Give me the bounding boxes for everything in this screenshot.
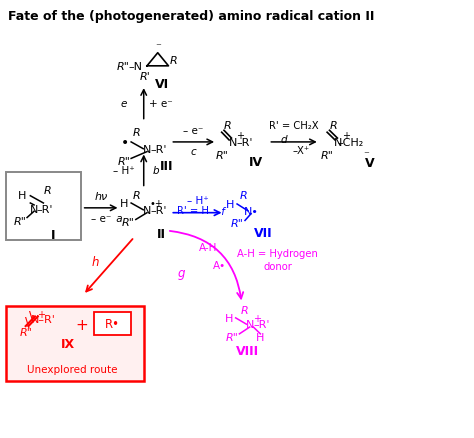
Text: N: N: [30, 205, 38, 214]
Text: R": R": [19, 328, 32, 338]
Text: – H⁺: – H⁺: [113, 166, 135, 176]
Text: IX: IX: [61, 337, 75, 350]
Text: N: N: [228, 138, 237, 148]
Text: ⁻: ⁻: [155, 42, 161, 52]
Text: H: H: [119, 198, 128, 208]
Text: – e⁻: – e⁻: [91, 214, 111, 224]
Text: +: +: [237, 131, 244, 141]
Text: + e⁻: + e⁻: [149, 99, 173, 109]
Text: R•: R•: [105, 317, 120, 330]
Text: R: R: [133, 191, 141, 201]
Text: –R': –R': [36, 205, 53, 214]
Text: donor: donor: [263, 261, 292, 272]
Text: R: R: [43, 186, 51, 196]
Text: R: R: [224, 121, 232, 131]
Text: f: f: [218, 207, 225, 217]
Text: N: N: [143, 205, 151, 215]
Text: N–R': N–R': [31, 314, 56, 325]
FancyBboxPatch shape: [6, 173, 81, 241]
Text: R": R": [117, 157, 130, 167]
Text: –N: –N: [129, 62, 143, 72]
Text: R: R: [239, 191, 247, 201]
Text: R: R: [169, 55, 177, 65]
Text: N: N: [143, 145, 151, 154]
Text: ⁻: ⁻: [364, 150, 369, 160]
Text: VI: VI: [155, 78, 170, 91]
Text: R": R": [215, 150, 228, 160]
Text: h: h: [92, 255, 100, 268]
Text: H: H: [256, 332, 264, 343]
Text: R": R": [116, 62, 129, 72]
Text: N: N: [334, 138, 343, 148]
Text: +: +: [37, 310, 45, 320]
Text: R': R': [140, 71, 151, 81]
Text: Unexplored route: Unexplored route: [27, 364, 118, 374]
Text: +: +: [253, 313, 261, 323]
Text: –R': –R': [237, 138, 253, 148]
Text: R": R": [14, 216, 27, 226]
Text: N: N: [246, 319, 254, 329]
Text: c: c: [191, 146, 197, 156]
Text: R": R": [122, 218, 135, 228]
Text: –R': –R': [151, 205, 167, 215]
Text: VIII: VIII: [236, 344, 259, 357]
Text: •+: •+: [149, 198, 163, 208]
Text: a: a: [113, 214, 123, 224]
FancyBboxPatch shape: [6, 306, 144, 381]
Text: II: II: [156, 227, 165, 240]
Text: d: d: [281, 134, 287, 144]
Text: –CH₂: –CH₂: [337, 138, 364, 148]
FancyBboxPatch shape: [94, 312, 131, 335]
Text: H: H: [18, 191, 27, 201]
Text: H: H: [226, 199, 234, 209]
Text: IV: IV: [249, 155, 263, 169]
Text: V: V: [365, 157, 375, 170]
Text: – e⁻: – e⁻: [183, 126, 204, 136]
Text: R' = CH₂X: R' = CH₂X: [269, 121, 319, 131]
Text: +: +: [342, 131, 350, 141]
Text: R: R: [241, 305, 249, 315]
Text: H: H: [225, 313, 233, 323]
Text: \: \: [25, 314, 29, 328]
Text: R": R": [231, 219, 244, 229]
Text: I: I: [50, 228, 55, 241]
Text: •: •: [121, 136, 129, 150]
Text: b: b: [153, 166, 160, 176]
Text: III: III: [160, 159, 174, 172]
Text: \: \: [29, 309, 34, 323]
Text: R: R: [330, 121, 337, 131]
Text: A-H: A-H: [199, 242, 217, 252]
Text: hν: hν: [94, 192, 108, 202]
Text: –R': –R': [151, 145, 167, 154]
Text: VII: VII: [255, 226, 273, 239]
Text: A-H = Hydrogen: A-H = Hydrogen: [237, 249, 318, 259]
Text: –R': –R': [254, 319, 270, 329]
Text: – H⁺: – H⁺: [187, 196, 208, 205]
Text: –X⁺: –X⁺: [292, 145, 310, 155]
Text: +: +: [75, 317, 88, 332]
Text: R: R: [133, 128, 141, 138]
Text: A•: A•: [213, 260, 227, 270]
Text: g: g: [177, 267, 185, 279]
Text: Fate of the (photogenerated) amino radical cation II: Fate of the (photogenerated) amino radic…: [9, 10, 375, 23]
Text: R": R": [321, 150, 334, 160]
Text: R' = H: R' = H: [177, 205, 209, 215]
Text: e: e: [120, 99, 127, 109]
Text: R": R": [226, 332, 239, 343]
Text: N•: N•: [244, 206, 258, 216]
